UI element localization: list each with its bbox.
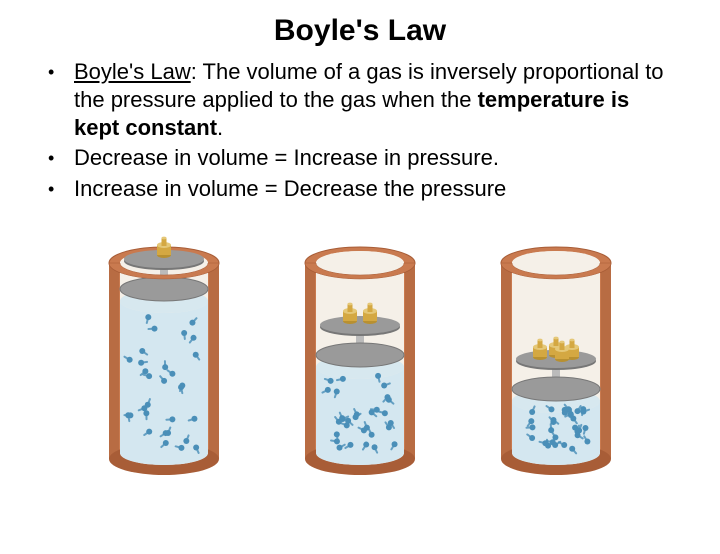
bullet-content: Boyle's Law: The volume of a gas is inve…	[74, 58, 680, 142]
bullet-content: Increase in volume = Decrease the pressu…	[74, 175, 680, 203]
bullet-content: Decrease in volume = Increase in pressur…	[74, 144, 680, 172]
cylinder-2	[280, 219, 440, 489]
page-title: Boyle's Law	[0, 14, 720, 48]
bullet-dot: •	[48, 58, 74, 142]
bullet-lead: Boyle's Law	[74, 59, 191, 84]
bullet-item: • Boyle's Law: The volume of a gas is in…	[48, 58, 680, 142]
cylinder-3	[476, 219, 636, 489]
diagram-area	[0, 219, 720, 489]
cylinder-1	[84, 219, 244, 489]
bullet-list: • Boyle's Law: The volume of a gas is in…	[0, 58, 720, 203]
bullet-item: • Increase in volume = Decrease the pres…	[48, 175, 680, 203]
bullet-dot: •	[48, 175, 74, 203]
bullet-dot: •	[48, 144, 74, 172]
bullet-item: • Decrease in volume = Increase in press…	[48, 144, 680, 172]
